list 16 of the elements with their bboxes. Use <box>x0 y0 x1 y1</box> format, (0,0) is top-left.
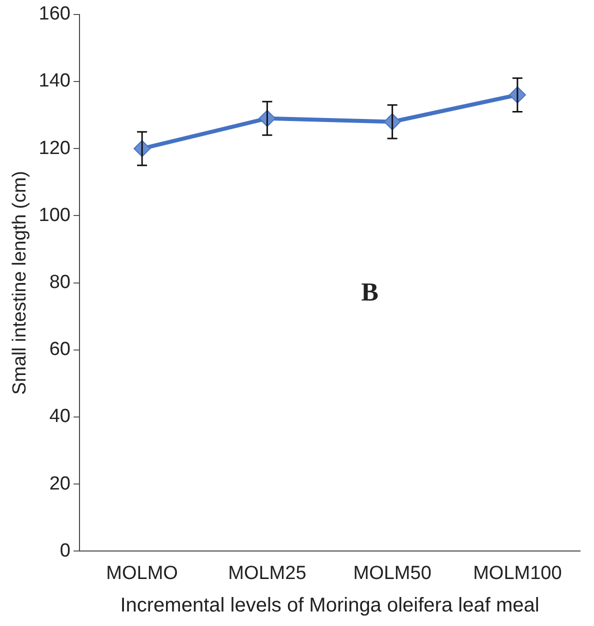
y-tick-label: 120 <box>38 138 70 159</box>
x-tick-label: MOLMO <box>106 562 178 584</box>
y-tick-label: 0 <box>60 540 70 562</box>
x-tick-label: MOLM50 <box>353 562 432 584</box>
y-axis-title: Small intestine length (cm) <box>10 170 31 395</box>
x-tick-label: MOLM100 <box>473 562 562 584</box>
y-tick-label: 140 <box>38 70 70 92</box>
x-tick-label: MOLM25 <box>228 562 306 584</box>
y-tick-label: 20 <box>49 473 70 494</box>
y-tick-label: 160 <box>38 4 70 25</box>
y-tick-label: 40 <box>49 406 70 428</box>
y-tick-label: 60 <box>49 339 70 360</box>
y-tick-label: 100 <box>38 204 70 226</box>
x-axis-title: Incremental levels of Moringa oleifera leaf meal <box>120 594 540 617</box>
annotation: B <box>361 277 378 306</box>
y-tick-label: 80 <box>49 272 70 294</box>
